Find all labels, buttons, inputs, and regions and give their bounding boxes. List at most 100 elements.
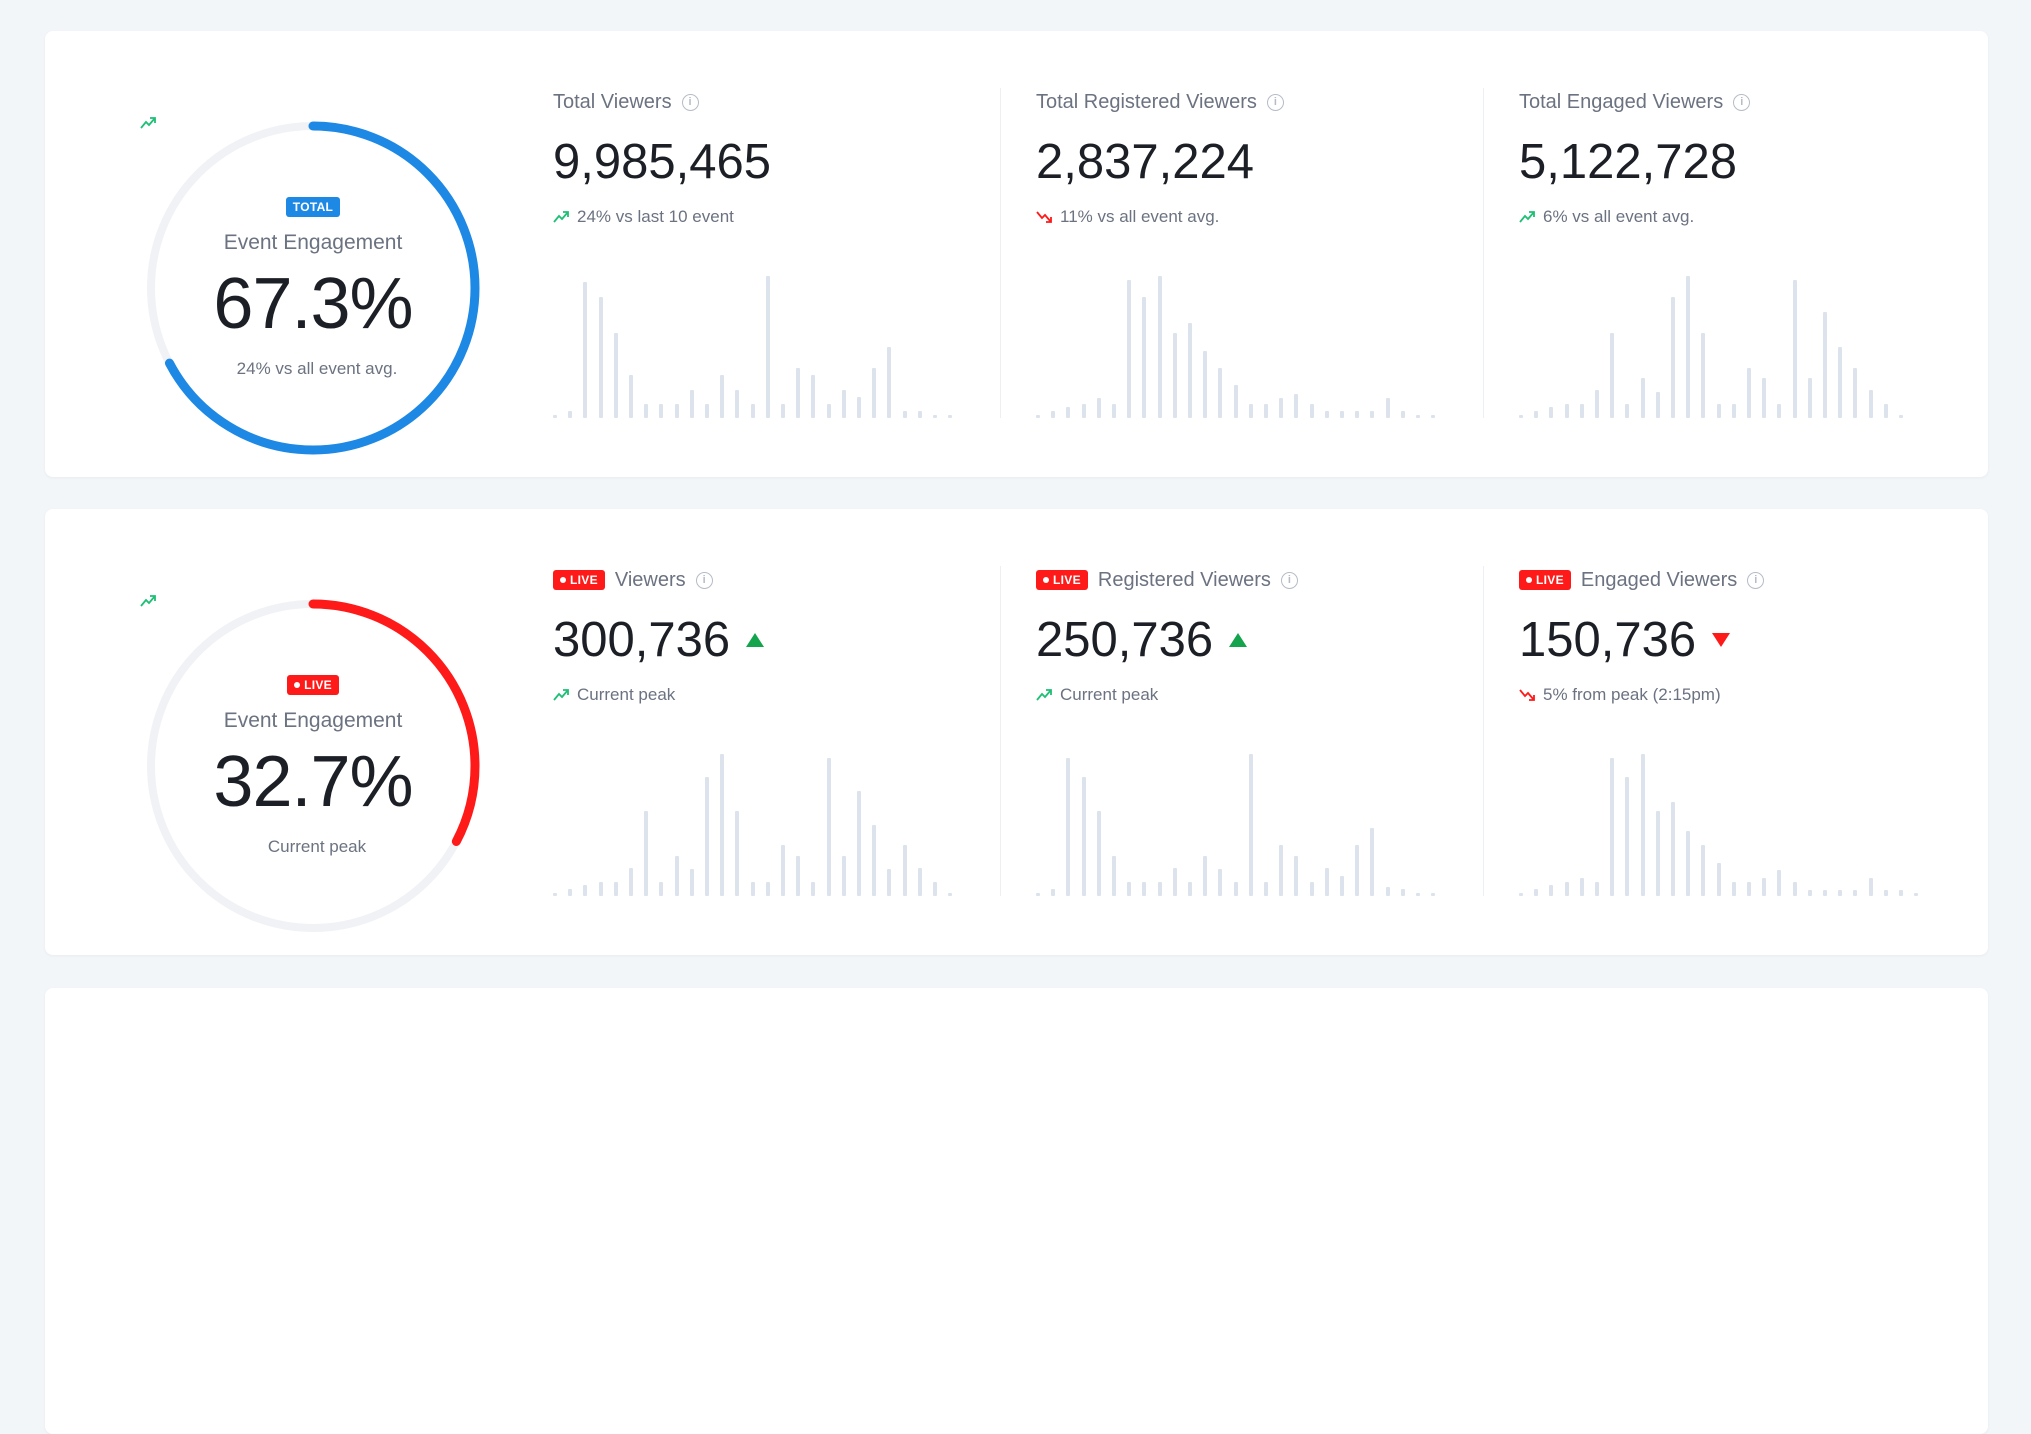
sparkline-bar <box>887 347 892 418</box>
sparkline-bar <box>1340 876 1344 896</box>
sparkline-bar <box>1096 398 1101 418</box>
sparkline-bar <box>1762 877 1767 896</box>
sparkline-bar <box>1579 877 1584 896</box>
info-icon[interactable]: i <box>1747 571 1765 589</box>
trend-text: Current peak <box>577 685 676 704</box>
sparkline-bar <box>1671 297 1675 418</box>
live-badge: LIVE <box>553 570 605 590</box>
sparkline-bar <box>750 881 755 896</box>
trend-text: 6% vs all event avg. <box>1543 207 1695 226</box>
sparkline-bar <box>1294 393 1299 418</box>
sparkline-bar <box>1792 881 1797 896</box>
sparkline-bar <box>1807 890 1812 896</box>
sparkline-bar <box>1172 867 1177 896</box>
metric-live-registered-viewers: LIVE Registered Viewers i 250,736 Current … <box>1036 509 1466 955</box>
info-icon[interactable]: i <box>1733 93 1751 111</box>
metric-title-text: Viewers <box>614 568 686 591</box>
sparkline-bar <box>1142 297 1147 418</box>
trend-text: 24% vs last 10 event <box>577 207 734 226</box>
sparkline-bar <box>1218 368 1223 418</box>
sparkline-bar <box>1655 392 1660 418</box>
sparkline-bar <box>1400 888 1405 896</box>
sparkline-bar <box>765 276 770 418</box>
info-icon[interactable]: i <box>681 93 699 111</box>
sparkline-bar <box>811 881 816 896</box>
live-dot-icon <box>560 577 566 583</box>
sparkline-bar <box>1203 856 1208 896</box>
engagement-label: Event Engagement <box>223 231 403 254</box>
sparkline-bar <box>1081 403 1086 418</box>
sparkline-bar <box>1838 347 1843 418</box>
trend-up-icon <box>553 687 569 703</box>
metric-value: 9,985,465 <box>553 134 771 190</box>
metric-title-text: Registered Viewers <box>1097 568 1271 591</box>
sparkline-bar <box>735 810 740 896</box>
sparkline-bar <box>1853 368 1858 418</box>
sparkline-bar <box>1355 844 1360 896</box>
sparkline-bar <box>613 881 618 896</box>
metric-value-text: 250,736 <box>1036 613 1214 667</box>
live-badge: LIVE <box>1036 570 1088 590</box>
trend-text: 11% vs all event avg. <box>1060 207 1220 226</box>
sparkline-bar-chart <box>1519 276 1929 418</box>
sparkline-bar-chart <box>553 754 963 896</box>
sparkline-bar <box>1899 415 1903 418</box>
sparkline-bar <box>1747 368 1751 418</box>
sparkline-bar <box>1610 332 1615 418</box>
ring-progress <box>146 121 480 455</box>
sparkline-bar <box>1264 881 1268 896</box>
total-engagement-ring: TOTAL Event Engagement 67.3% 24% vs all … <box>140 115 486 461</box>
sparkline-bar <box>1777 870 1782 896</box>
sparkline-bar <box>1883 403 1888 418</box>
sparkline-bar <box>1416 893 1420 896</box>
sparkline-bar <box>1157 881 1162 896</box>
sparkline-bar <box>1853 890 1858 896</box>
sparkline-bar <box>1051 410 1056 418</box>
trend-up-icon <box>1519 209 1535 225</box>
sparkline-bar <box>811 375 816 418</box>
sparkline-bar <box>857 396 861 418</box>
sparkline-bar <box>1096 810 1101 896</box>
total-badge: TOTAL <box>285 197 341 217</box>
live-engagement-ring: LIVE Event Engagement 32.7% Current peak <box>140 593 486 939</box>
sparkline-bar <box>1777 403 1782 418</box>
metric-value: 2,837,224 <box>1036 134 1254 190</box>
info-icon[interactable]: i <box>1266 93 1284 111</box>
info-icon[interactable]: i <box>1280 571 1298 589</box>
sparkline-bar <box>720 754 725 896</box>
sparkline-bar <box>1883 890 1888 896</box>
sparkline-bar <box>553 415 557 418</box>
sparkline-bar <box>1823 890 1827 896</box>
sparkline-bar <box>1400 410 1405 418</box>
sparkline-bar <box>1051 888 1056 896</box>
sparkline-bar <box>1807 378 1812 418</box>
sparkline-bar <box>1309 881 1314 896</box>
sparkline-bar <box>1625 776 1630 896</box>
sparkline-bar <box>765 881 770 896</box>
metric-trend: 5% from peak (2:15pm) <box>1519 685 1721 705</box>
sparkline-bar <box>1701 844 1706 896</box>
sparkline-bar <box>1324 867 1329 896</box>
metric-value: 300,736 <box>553 612 765 668</box>
sparkline-bar <box>659 403 664 418</box>
sparkline-bar <box>1294 856 1299 896</box>
sparkline-bar <box>1549 406 1554 418</box>
sparkline-bar <box>1534 410 1539 418</box>
sparkline-bar <box>644 810 649 896</box>
sparkline-bar <box>948 415 953 418</box>
sparkline-bar <box>1370 827 1375 896</box>
engagement-trend: Current peak <box>140 595 366 857</box>
metric-total-viewers: Total Viewers i 9,985,465 24% vs last 10 … <box>553 31 983 477</box>
metric-trend: Current peak <box>553 685 675 705</box>
sparkline-bar <box>1157 276 1162 418</box>
info-icon[interactable]: i <box>695 571 713 589</box>
sparkline-bar <box>598 881 603 896</box>
sparkline-bar <box>750 403 755 418</box>
metric-trend: Current peak <box>1036 685 1158 705</box>
sparkline-bar <box>1324 410 1329 418</box>
sparkline-bar <box>826 758 831 896</box>
sparkline-bar <box>613 332 618 418</box>
total-engagement-card: TOTAL Event Engagement 67.3% 24% vs all … <box>45 31 1988 477</box>
sparkline-bar <box>1747 881 1751 896</box>
sparkline-bar <box>1823 311 1827 418</box>
